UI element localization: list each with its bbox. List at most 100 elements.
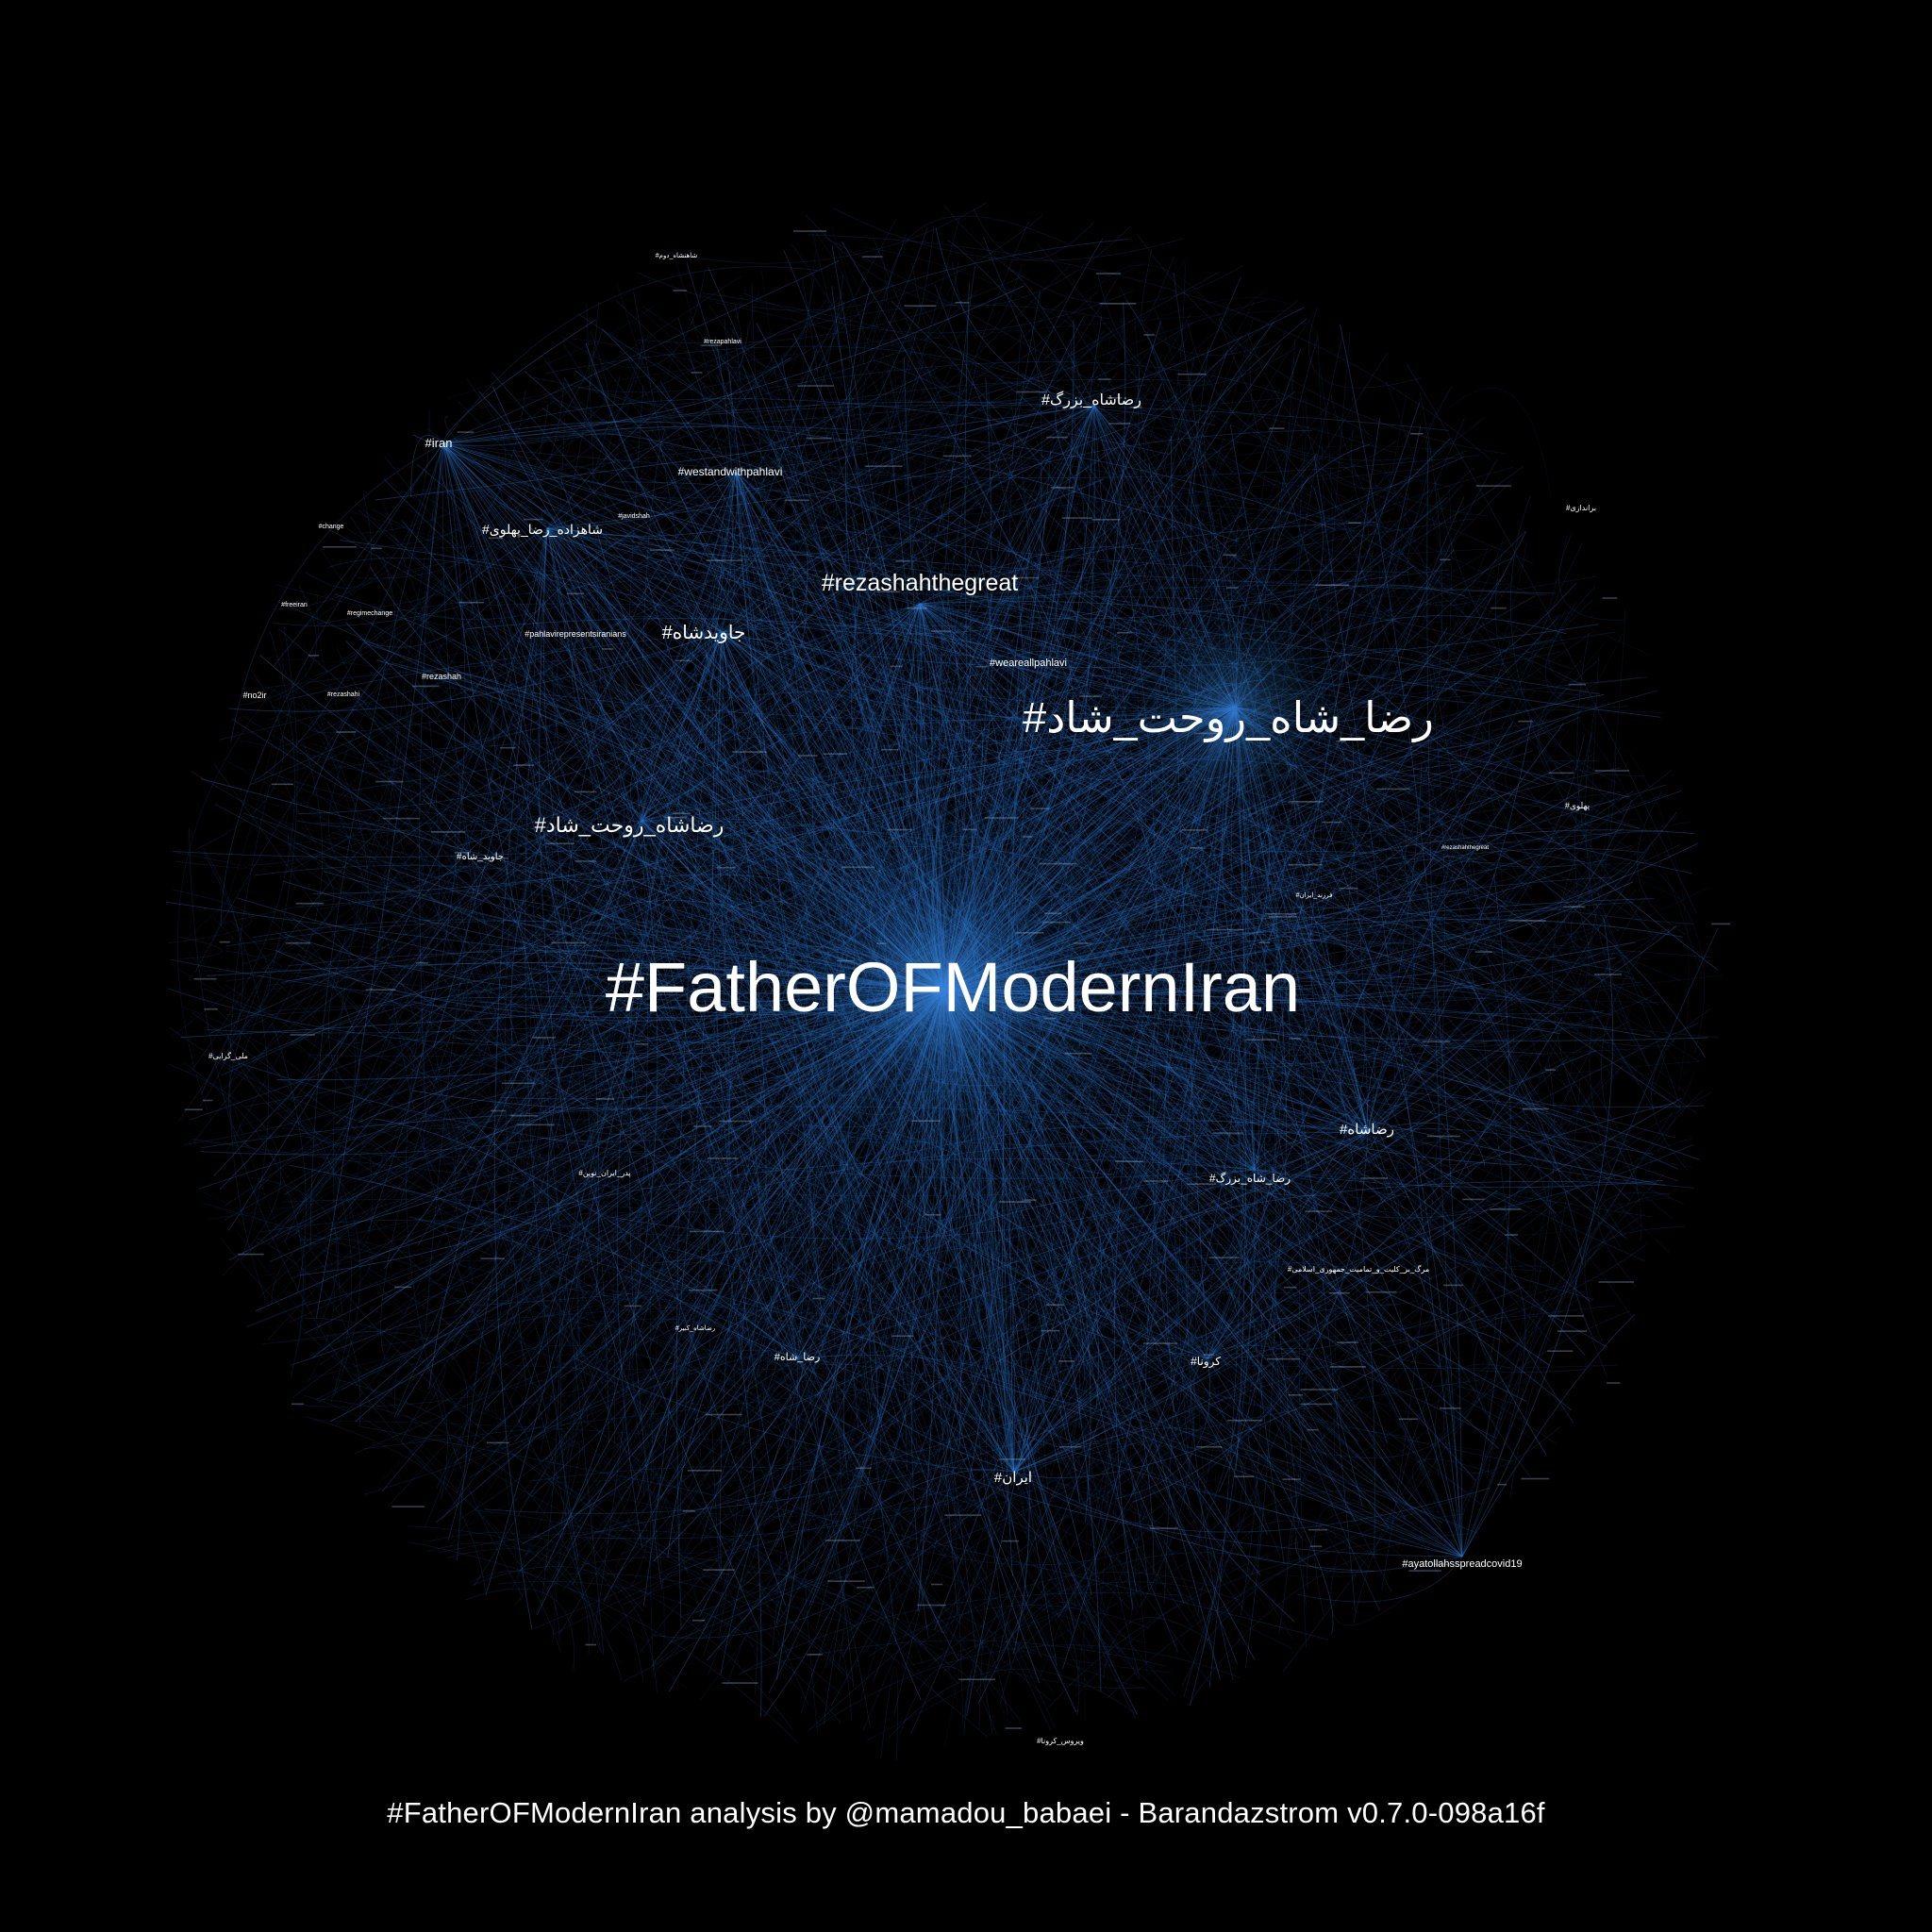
network-edge bbox=[1067, 297, 1318, 358]
network-edge bbox=[675, 1292, 1085, 1524]
network-edge bbox=[335, 707, 1237, 1124]
network-edge bbox=[411, 853, 1052, 1702]
network-edge bbox=[175, 852, 247, 869]
network-edge bbox=[919, 603, 1596, 1205]
minor-node-mark bbox=[1005, 1727, 1022, 1729]
hashtag-label-h8: #رضاشاه bbox=[1340, 1122, 1394, 1138]
network-edge bbox=[1228, 810, 1313, 1171]
network-edge bbox=[695, 1178, 1535, 1221]
network-edge bbox=[920, 956, 1627, 1249]
network-edge bbox=[1038, 1224, 1412, 1534]
network-edge bbox=[1366, 392, 1443, 951]
minor-node-mark bbox=[876, 942, 887, 944]
network-edge bbox=[1574, 731, 1637, 1046]
network-edge bbox=[723, 657, 798, 1359]
network-edge bbox=[407, 1159, 1539, 1329]
network-edge bbox=[494, 800, 899, 1639]
network-edge bbox=[844, 520, 1028, 826]
network-edge bbox=[422, 708, 1104, 755]
network-edge bbox=[540, 409, 981, 1454]
network-edge bbox=[427, 428, 723, 633]
network-edge bbox=[1435, 481, 1625, 817]
network-edge bbox=[304, 1395, 486, 1591]
network-edge bbox=[171, 591, 1181, 1038]
network-edge bbox=[427, 1532, 644, 1681]
minor-node-mark bbox=[1607, 1382, 1621, 1384]
network-edge bbox=[1060, 1008, 1517, 1241]
minor-node-mark bbox=[1107, 397, 1123, 399]
network-edge bbox=[703, 292, 1163, 441]
network-edge bbox=[1450, 969, 1511, 982]
network-edge bbox=[1042, 1098, 1199, 1486]
hashtag-label-h22: #freeiran bbox=[281, 602, 308, 608]
network-edge bbox=[1215, 1036, 1463, 1557]
network-edge bbox=[542, 645, 788, 911]
network-edge bbox=[273, 471, 737, 626]
network-edge bbox=[1367, 541, 1527, 1009]
minor-node-mark bbox=[509, 1114, 538, 1117]
network-edge bbox=[721, 335, 1243, 633]
minor-node-mark bbox=[1039, 862, 1077, 865]
network-edge bbox=[301, 797, 1110, 1693]
network-edge bbox=[1152, 830, 1566, 923]
network-edge bbox=[442, 442, 659, 618]
minor-node-mark bbox=[1315, 584, 1350, 586]
network-edge bbox=[594, 325, 749, 406]
network-edge bbox=[724, 1131, 1369, 1433]
hashtag-label-h23: #change bbox=[319, 524, 344, 530]
network-edge bbox=[963, 1665, 993, 1736]
minor-node-mark bbox=[1376, 788, 1410, 791]
network-edge bbox=[654, 489, 775, 814]
network-edge bbox=[983, 675, 1256, 1171]
network-edge bbox=[1326, 747, 1617, 1372]
network-edge bbox=[258, 557, 1062, 1297]
minor-node-mark bbox=[1046, 1304, 1064, 1306]
network-edge bbox=[372, 508, 1486, 979]
network-edge bbox=[1095, 994, 1543, 1096]
network-edge bbox=[721, 631, 1370, 897]
network-edge bbox=[1380, 1076, 1604, 1394]
network-edge bbox=[1236, 1181, 1324, 1440]
minor-node-mark bbox=[793, 230, 826, 232]
network-edge bbox=[1282, 1111, 1673, 1674]
network-edge bbox=[380, 606, 431, 801]
network-edge bbox=[1060, 771, 1438, 1202]
network-edge bbox=[721, 435, 739, 691]
network-edge bbox=[444, 850, 1021, 1326]
minor-node-mark bbox=[1016, 391, 1048, 393]
network-edge bbox=[442, 319, 596, 444]
network-edge bbox=[419, 442, 444, 1122]
minor-node-mark bbox=[480, 1257, 505, 1259]
minor-node-mark bbox=[798, 755, 818, 757]
network-edge bbox=[1099, 1307, 1463, 1557]
minor-node-mark bbox=[1177, 373, 1207, 375]
network-edge bbox=[363, 1305, 1617, 1450]
network-edge bbox=[743, 290, 1134, 334]
network-edge bbox=[1510, 953, 1571, 1149]
network-edge bbox=[584, 695, 1052, 1730]
network-edge bbox=[1340, 874, 1421, 1133]
network-edge bbox=[1085, 505, 1403, 532]
network-edge bbox=[1036, 242, 1291, 593]
network-edge bbox=[381, 451, 445, 958]
network-edge bbox=[1454, 1367, 1531, 1440]
network-edge bbox=[1054, 415, 1157, 795]
network-edge bbox=[394, 1356, 458, 1408]
minor-node-mark bbox=[1282, 1478, 1301, 1480]
network-edge bbox=[284, 533, 691, 874]
network-edge bbox=[257, 1238, 361, 1425]
network-edge bbox=[649, 567, 789, 1676]
minor-node-mark bbox=[1024, 1199, 1037, 1201]
network-edge bbox=[619, 668, 793, 962]
network-edge bbox=[459, 793, 805, 1636]
network-edge bbox=[743, 675, 794, 1652]
network-edge bbox=[617, 715, 718, 744]
minor-node-mark bbox=[1497, 1483, 1507, 1486]
network-edge bbox=[337, 631, 723, 1221]
network-edge bbox=[394, 603, 921, 845]
network-edge bbox=[209, 631, 723, 1034]
network-edge bbox=[1320, 550, 1397, 1133]
network-edge bbox=[442, 442, 1465, 947]
network-edge bbox=[918, 1572, 1217, 1646]
network-edge bbox=[1317, 329, 1337, 1485]
